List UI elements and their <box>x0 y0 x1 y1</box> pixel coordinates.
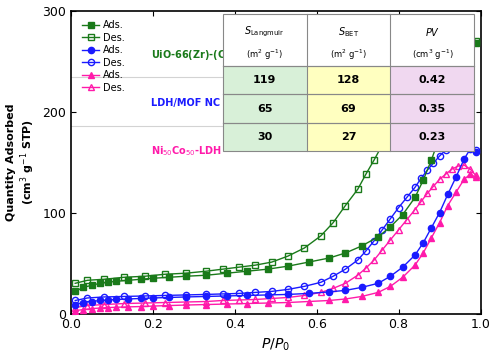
Bar <box>307 14 390 66</box>
Text: $PV$: $PV$ <box>425 26 440 38</box>
Bar <box>223 14 307 151</box>
Text: Ni$_{50}$Co$_{50}$-LDH: Ni$_{50}$Co$_{50}$-LDH <box>151 145 222 158</box>
Text: LDH/MOF NC: LDH/MOF NC <box>151 98 220 108</box>
Text: 65: 65 <box>257 104 272 114</box>
Bar <box>307 14 390 151</box>
Text: 30: 30 <box>257 132 272 142</box>
Text: 119: 119 <box>253 75 276 85</box>
Bar <box>390 14 474 151</box>
Text: 69: 69 <box>341 104 356 114</box>
Text: 0.35: 0.35 <box>419 104 446 114</box>
Bar <box>390 14 474 66</box>
Text: 0.23: 0.23 <box>419 132 446 142</box>
Text: $S_\mathrm{Langmuir}$: $S_\mathrm{Langmuir}$ <box>245 25 285 39</box>
Text: (m$^2$ g$^{-1}$): (m$^2$ g$^{-1}$) <box>330 47 367 62</box>
X-axis label: $P/P_0$: $P/P_0$ <box>261 337 290 354</box>
Text: (cm$^3$ g$^{-1}$): (cm$^3$ g$^{-1}$) <box>412 47 453 62</box>
Legend: Ads., Des., Ads., Des., Ads., Des.: Ads., Des., Ads., Des., Ads., Des. <box>80 18 127 94</box>
Bar <box>223 14 307 66</box>
Text: 27: 27 <box>341 132 356 142</box>
Text: UiO-66(Zr)-(COOH)$_2$: UiO-66(Zr)-(COOH)$_2$ <box>151 47 259 61</box>
Text: $S_\mathrm{BET}$: $S_\mathrm{BET}$ <box>338 25 359 39</box>
Y-axis label: Quantity Adsorbed
(cm$^3$ g$^{-1}$ STP): Quantity Adsorbed (cm$^3$ g$^{-1}$ STP) <box>5 103 37 221</box>
Text: (m$^2$ g$^{-1}$): (m$^2$ g$^{-1}$) <box>246 47 283 62</box>
Text: 128: 128 <box>337 75 360 85</box>
Bar <box>223 14 474 151</box>
Text: 0.42: 0.42 <box>419 75 446 85</box>
